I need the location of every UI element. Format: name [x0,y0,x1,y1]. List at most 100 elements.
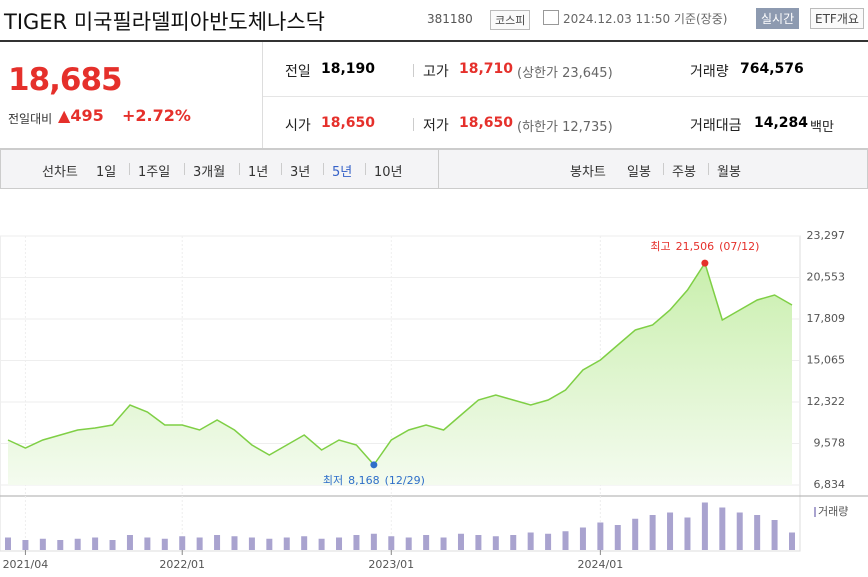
extreme-text: 최고 [650,240,670,253]
extreme-value-label: 8,168 [348,474,380,487]
volume-bar [614,525,621,550]
header-rule [0,40,868,42]
volume-bar [405,537,412,550]
info-value: 18,190 [321,61,376,77]
candle-tab[interactable]: 월봉 [717,165,741,180]
volume-bar [579,527,586,550]
code: 381180 [427,12,473,26]
y-tick-label: 17,809 [807,312,846,325]
tab-sep [663,163,664,175]
volume-bar [457,533,464,550]
change-rate: +2.72% [122,106,191,125]
volume-bar [353,535,360,550]
info-label: 시가 [285,118,311,134]
volume-bar [318,538,325,550]
info-value: 18,650 [321,115,376,131]
info-label: 전일 [285,64,311,80]
current-price: 18,685 [8,62,123,98]
volume-bar [510,535,517,550]
period-tab[interactable]: 3개월 [193,165,226,180]
tab-sep [184,163,185,175]
tab-bar [0,149,868,189]
price-line [7,261,793,467]
volume-bar [771,520,778,550]
tab-sep [281,163,282,175]
x-tick-label: 2024/01 [578,558,624,571]
etf-button[interactable]: ETF개요 [810,8,864,29]
period-tab[interactable]: 1년 [248,165,269,180]
extreme-date: (07/12) [719,240,759,253]
volume-bar [492,536,499,550]
change: ▲495 [58,106,104,125]
extreme-marker [701,259,709,267]
volume-bar [649,515,656,550]
info-label: 거래대금 [690,118,742,134]
candle-tab[interactable]: 주봉 [672,165,696,180]
extreme-marker [370,461,378,469]
info-label: 저가 [423,118,449,134]
info-value: 18,650 [459,115,514,131]
tab-group-label: 선차트 [42,165,78,180]
volume-bar [214,535,221,550]
x-tick-label: 2022/01 [159,558,205,571]
period-tab[interactable]: 3년 [290,165,311,180]
x-tick-label: 2023/01 [368,558,414,571]
volume-bar [632,518,639,550]
market-badge: 코스피 [490,10,531,30]
y-tick-label: 15,065 [807,354,846,367]
candle-tab[interactable]: 일봉 [627,165,651,180]
y-tick-label: 9,578 [814,436,846,449]
volume-legend-swatch [814,507,816,517]
volume-bar [248,537,255,550]
volume-bar [266,538,273,550]
tab-sep [129,163,130,175]
y-tick-label: 6,834 [814,478,846,491]
etf-title: TIGER 미국필라델피아반도체나스닥 [4,10,325,34]
y-tick-label: 20,553 [807,271,846,284]
info-unit: 백만 [810,120,834,135]
volume-bar [196,537,203,550]
volume-bar [527,532,534,550]
tab-sep [708,163,709,175]
change-value: 495 [70,106,104,125]
volume-bar [92,537,99,550]
volume-bar [231,536,238,550]
calendar-icon [543,10,559,25]
info-label: 고가 [423,64,449,80]
volume-bar [789,532,795,550]
x-tick-label: 2021/04 [3,558,49,571]
extreme-label: 최고 21,506 (07/12) [650,240,759,253]
volume-bar [440,537,447,550]
extreme-text: 최저 [323,474,343,487]
volume-bar [388,536,395,550]
volume-bar [667,512,674,550]
extreme-value-label: 21,506 [676,240,715,253]
volume-bar [736,512,743,550]
volume-bar [701,502,708,550]
tab-sep [323,163,324,175]
volume-bar [126,535,133,550]
volume-bar [370,533,377,550]
volume-bar [283,537,290,550]
volume-bar [475,535,482,550]
volume-bar [545,533,552,550]
price-area [8,263,792,485]
volume-bar [109,540,116,550]
period-tab[interactable]: 5년 [332,165,353,180]
volume-bar [179,536,186,550]
y-tick-label: 12,322 [807,395,846,408]
period-tab[interactable]: 10년 [374,165,403,180]
realtime-button[interactable]: 실시간 [756,8,800,29]
volume-bar [562,531,569,550]
period-tab[interactable]: 1일 [96,165,117,180]
period-tab[interactable]: 1주일 [138,165,171,180]
volume-bar [336,537,343,550]
volume-bar [719,507,726,550]
volume-bar [161,538,168,550]
volume-bar [74,538,81,550]
info-label: 거래량 [690,64,729,80]
info-sep [413,64,414,77]
volume-bar [423,535,430,550]
extreme-label: 최저 8,168 (12/29) [323,474,425,487]
